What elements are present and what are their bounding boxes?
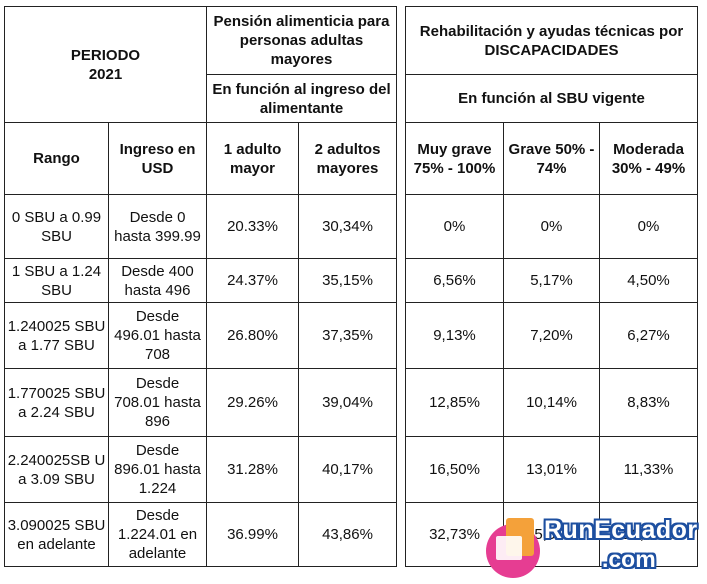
cell-grave: 13,01% [503, 436, 600, 503]
watermark-brand: RunEcuador [544, 516, 698, 545]
cell-2-adultos: 39,04% [298, 368, 397, 437]
cell-moderada: 0% [599, 194, 698, 259]
cell-2-adultos: 40,17% [298, 436, 397, 503]
logo-paper-icon [496, 536, 522, 560]
col-muy-grave: Muy grave 75% - 100% [405, 122, 504, 195]
cell-muy-grave: 0% [405, 194, 504, 259]
col-grave: Grave 50% - 74% [503, 122, 600, 195]
column-divider [396, 6, 406, 567]
col-2-adultos: 2 adultos mayores [298, 122, 397, 195]
table-row: 0 SBU a 0.99 SBU Desde 0 hasta 399.99 20… [4, 194, 698, 259]
cell-moderada: 8,83% [599, 368, 698, 437]
cell-grave: 10,14% [503, 368, 600, 437]
cell-moderada: 6,27% [599, 302, 698, 369]
cell-muy-grave: 12,85% [405, 368, 504, 437]
cell-ingreso: Desde 1.224.01 en adelante [108, 502, 207, 567]
watermark-domain: .com [602, 546, 656, 572]
cell-2-adultos: 35,15% [298, 258, 397, 303]
col-moderada: Moderada 30% - 49% [599, 122, 698, 195]
cell-ingreso: Desde 496.01 hasta 708 [108, 302, 207, 369]
rates-table: PERIODO 2021 Pensión alimenticia para pe… [4, 6, 698, 567]
cell-muy-grave: 9,13% [405, 302, 504, 369]
cell-1-adulto: 31.28% [206, 436, 299, 503]
cell-ingreso: Desde 0 hasta 399.99 [108, 194, 207, 259]
cell-rango: 2.240025SB U a 3.09 SBU [4, 436, 109, 503]
pension-title: Pensión alimenticia para personas adulta… [206, 6, 397, 75]
cell-muy-grave: 16,50% [405, 436, 504, 503]
col-ingreso: Ingreso en USD [108, 122, 207, 195]
watermark-logo: RunEcuador .com [486, 512, 704, 582]
table-row: 2.240025SB U a 3.09 SBU Desde 896.01 has… [4, 436, 698, 503]
rehab-subtitle: En función al SBU vigente [405, 74, 698, 123]
cell-muy-grave: 6,56% [405, 258, 504, 303]
cell-rango: 1 SBU a 1.24 SBU [4, 258, 109, 303]
cell-rango: 3.090025 SBU en adelante [4, 502, 109, 567]
table-row: 1.770025 SBU a 2.24 SBU Desde 708.01 has… [4, 368, 698, 437]
cell-1-adulto: 36.99% [206, 502, 299, 567]
cell-grave: 7,20% [503, 302, 600, 369]
cell-moderada: 22,49% [599, 502, 698, 567]
cell-rango: 0 SBU a 0.99 SBU [4, 194, 109, 259]
cell-rango: 1.240025 SBU a 1.77 SBU [4, 302, 109, 369]
periodo-cell: PERIODO 2021 [4, 6, 207, 123]
col-rango: Rango [4, 122, 109, 195]
table-row: 1 SBU a 1.24 SBU Desde 400 hasta 496 24.… [4, 258, 698, 303]
periodo-label: PERIODO [70, 46, 141, 64]
cell-2-adultos: 43,86% [298, 502, 397, 567]
cell-ingreso: Desde 400 hasta 496 [108, 258, 207, 303]
cell-1-adulto: 20.33% [206, 194, 299, 259]
col-1-adulto: 1 adulto mayor [206, 122, 299, 195]
cell-ingreso: Desde 708.01 hasta 896 [108, 368, 207, 437]
cell-2-adultos: 30,34% [298, 194, 397, 259]
cell-1-adulto: 29.26% [206, 368, 299, 437]
cell-1-adulto: 26.80% [206, 302, 299, 369]
cell-moderada: 11,33% [599, 436, 698, 503]
cell-rango: 1.770025 SBU a 2.24 SBU [4, 368, 109, 437]
cell-ingreso: Desde 896.01 hasta 1.224 [108, 436, 207, 503]
cell-moderada: 4,50% [599, 258, 698, 303]
rehab-title: Rehabilitación y ayudas técnicas por DIS… [405, 6, 698, 75]
pension-subtitle: En función al ingreso del alimentante [206, 74, 397, 123]
cell-grave: 5,17% [503, 258, 600, 303]
brand-run: Run [544, 516, 595, 544]
table-row: 1.240025 SBU a 1.77 SBU Desde 496.01 has… [4, 302, 698, 369]
cell-2-adultos: 37,35% [298, 302, 397, 369]
periodo-year: 2021 [88, 65, 123, 83]
cell-grave: 0% [503, 194, 600, 259]
table-wrapper: PERIODO 2021 Pensión alimenticia para pe… [4, 6, 698, 567]
brand-ecuador: Ecuador [594, 516, 698, 544]
table-row: 3.090025 SBU en adelante Desde 1.224.01 … [4, 502, 698, 567]
cell-1-adulto: 24.37% [206, 258, 299, 303]
